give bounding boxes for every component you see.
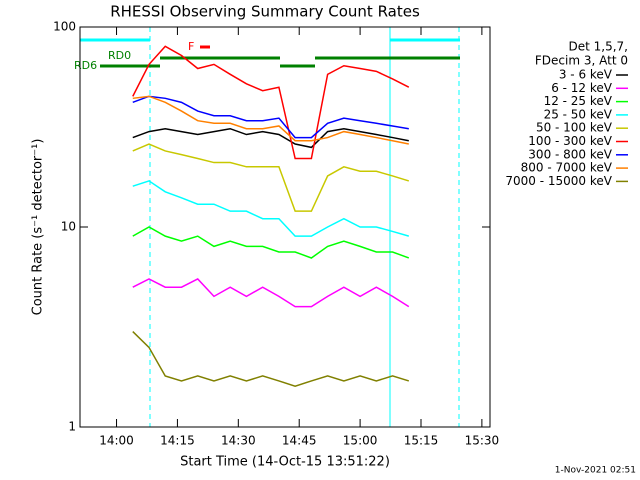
series-line bbox=[132, 278, 410, 308]
series-line bbox=[132, 45, 410, 160]
series-line bbox=[132, 143, 410, 212]
annotation: RD6 bbox=[74, 59, 97, 72]
legend-label: 3 - 6 keV bbox=[559, 68, 613, 82]
series-line bbox=[132, 331, 410, 387]
x-tick-label: 14:30 bbox=[221, 434, 256, 448]
legend-label: 7000 - 15000 keV bbox=[505, 174, 612, 188]
legend-label: 25 - 50 keV bbox=[544, 107, 613, 121]
plot-area bbox=[132, 45, 410, 387]
x-tick-label: 15:30 bbox=[465, 434, 500, 448]
x-tick-label: 15:00 bbox=[343, 434, 378, 448]
legend-header: Det 1,5,7, bbox=[569, 40, 629, 54]
series-line bbox=[132, 95, 409, 145]
y-axis-label: Count Rate (s⁻¹ detector⁻¹) bbox=[31, 139, 46, 316]
legend-label: 12 - 25 keV bbox=[544, 94, 613, 108]
legend-label: 300 - 800 keV bbox=[528, 147, 612, 161]
y-tick-label: 100 bbox=[53, 20, 76, 34]
x-tick-label: 14:00 bbox=[99, 434, 134, 448]
legend-label: 800 - 7000 keV bbox=[521, 161, 613, 175]
x-axis-label: Start Time (14-Oct-15 13:51:22) bbox=[180, 455, 390, 470]
series-line bbox=[132, 127, 409, 149]
annotation: RD0 bbox=[108, 49, 131, 62]
chart-title: RHESSI Observing Summary Count Rates bbox=[110, 3, 420, 21]
y-tick-label: 10 bbox=[61, 220, 76, 234]
x-tick-label: 15:15 bbox=[404, 434, 439, 448]
footer: 1-Nov-2021 02:51 bbox=[555, 466, 636, 476]
x-tick-label: 14:45 bbox=[282, 434, 317, 448]
x-tick-label: 14:15 bbox=[160, 434, 195, 448]
series-line bbox=[132, 95, 409, 139]
legend-header: FDecim 3, Att 0 bbox=[535, 54, 628, 68]
legend-label: 50 - 100 keV bbox=[536, 121, 613, 135]
annotation: F bbox=[188, 40, 194, 53]
series-line bbox=[132, 226, 410, 259]
legend-label: 6 - 12 keV bbox=[551, 81, 613, 95]
legend-label: 100 - 300 keV bbox=[528, 134, 612, 148]
y-tick-label: 1 bbox=[68, 420, 76, 434]
series-line bbox=[132, 180, 410, 237]
